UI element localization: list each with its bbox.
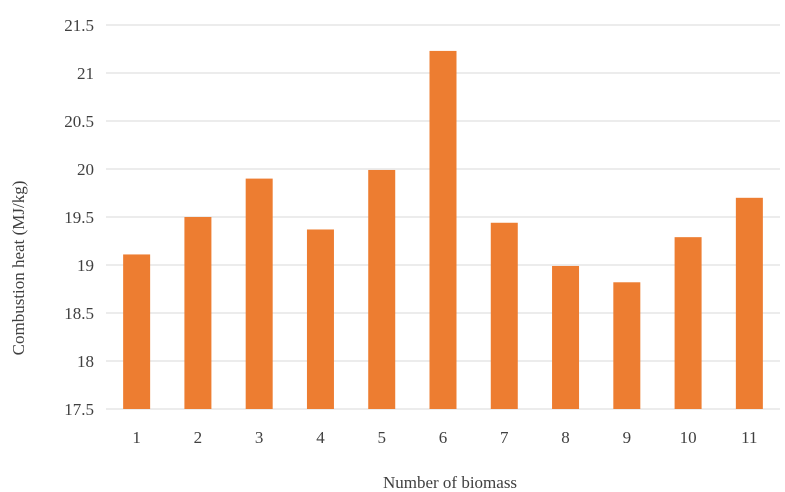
y-tick-label: 19 [77,256,94,275]
bar-5 [368,169,396,409]
y-tick-label: 18 [77,352,94,371]
x-tick-label: 7 [500,428,509,447]
x-tick-label: 4 [316,428,325,447]
y-tick-label: 20.5 [64,112,94,131]
y-tick-label: 18.5 [64,304,94,323]
bar-11 [735,197,763,409]
x-tick-label: 11 [741,428,757,447]
bar-8 [552,265,580,409]
x-axis-title: Number of biomass [383,473,517,492]
y-axis-tick-labels: 17.5 18 18.5 19 19.5 20 20.5 21 21.5 [64,16,94,419]
y-tick-label: 17.5 [64,400,94,419]
x-tick-label: 1 [132,428,141,447]
x-axis-tick-labels: 1 2 3 4 5 6 7 8 9 10 11 [132,428,757,447]
x-tick-label: 6 [439,428,448,447]
bar-7 [490,222,518,409]
y-axis-title: Combustion heat (MJ/kg) [9,181,28,356]
bar-3 [245,178,273,409]
bar-10 [674,237,702,409]
y-tick-label: 19.5 [64,208,94,227]
x-tick-label: 5 [377,428,386,447]
bars [123,50,763,410]
x-tick-label: 2 [194,428,203,447]
bar-1 [123,254,151,409]
y-tick-label: 20 [77,160,94,179]
bar-4 [306,229,334,409]
y-tick-label: 21 [77,64,94,83]
bar-2 [184,217,212,409]
x-tick-label: 8 [561,428,570,447]
bar-6 [429,50,457,410]
x-tick-label: 10 [680,428,697,447]
bar-9 [613,282,641,409]
y-tick-label: 21.5 [64,16,94,35]
x-tick-label: 3 [255,428,264,447]
x-tick-label: 9 [623,428,632,447]
